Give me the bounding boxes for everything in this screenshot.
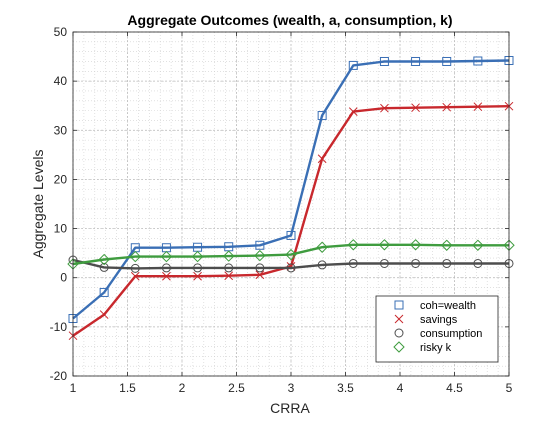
legend-label-coh-wealth: coh=wealth	[420, 300, 476, 312]
data-point-consumption	[317, 260, 327, 270]
legend-label-consumption: consumption	[420, 328, 482, 340]
y-tick-label: 40	[54, 74, 68, 88]
data-point-risky-k	[347, 239, 359, 251]
data-point-savings-stroke	[224, 271, 234, 281]
data-point-consumption	[224, 263, 234, 273]
data-point-risky-k	[191, 250, 204, 263]
data-point-savings-stroke	[442, 102, 452, 112]
data-point-savings-stroke	[193, 271, 202, 281]
data-point-risky-k	[409, 239, 422, 251]
data-point-consumption	[348, 258, 358, 268]
x-axis-label: CRRA	[270, 400, 310, 416]
data-point-savings	[473, 102, 483, 112]
series-line-consumption	[72, 258, 509, 270]
data-point-savings	[442, 102, 452, 112]
data-point-coh-wealth	[255, 240, 265, 250]
chart-title: Aggregate Outcomes (wealth, a, consumpti…	[127, 12, 452, 28]
data-point-savings-stroke	[317, 154, 327, 164]
legend-marker-coh-wealth	[394, 300, 404, 310]
legend-items: coh=wealth savings consumption risky k	[393, 300, 482, 354]
data-point-coh-wealth	[473, 56, 483, 66]
x-tick-label: 3.5	[337, 381, 354, 395]
data-point-savings-stroke	[255, 270, 265, 280]
y-tick-label: 10	[54, 222, 68, 236]
axes-layer: 1 1.5 2 2.5 3 3.5 4 4.5 5 -20 -10 0 10 20 30 40 50	[50, 25, 513, 395]
data-point-coh-wealth	[442, 56, 452, 66]
x-tick-label: 2.5	[228, 381, 245, 395]
data-point-consumption	[411, 258, 421, 268]
data-point-risky-k	[160, 250, 173, 263]
data-point-consumption	[255, 263, 265, 273]
data-point-savings	[411, 103, 420, 113]
data-point-consumption	[473, 258, 483, 268]
data-point-coh-wealth	[411, 56, 421, 66]
data-point-savings	[380, 103, 389, 113]
data-point-coh-wealth	[379, 56, 389, 66]
data-point-risky-k	[98, 253, 110, 266]
data-point-coh-wealth	[348, 60, 358, 70]
legend-box	[375, 295, 499, 363]
data-point-savings-stroke	[380, 103, 389, 113]
data-point-savings-stroke	[130, 271, 140, 281]
data-point-consumption	[379, 258, 389, 268]
x-tick-label: 4.5	[446, 381, 463, 395]
legend-marker-savings-stroke	[394, 314, 404, 324]
x-tick-label: 1	[70, 381, 77, 395]
data-point-coh-wealth	[99, 287, 109, 297]
data-point-savings	[99, 310, 109, 319]
x-tick-label: 1.5	[119, 381, 136, 395]
legend-marker-risky-k	[393, 341, 405, 353]
series-line-risky-k	[72, 243, 509, 266]
data-point-consumption	[193, 263, 203, 273]
y-axis-label: Aggregate Levels	[30, 150, 46, 259]
data-point-savings	[317, 154, 327, 164]
x-tick-label: 2	[179, 381, 186, 395]
data-point-consumption	[161, 263, 171, 273]
y-tick-label: -10	[50, 320, 68, 334]
legend: coh=wealth savings consumption risky k	[375, 295, 499, 363]
data-point-risky-k	[472, 239, 484, 251]
data-point-savings-stroke	[162, 271, 171, 281]
data-point-savings-stroke	[473, 102, 483, 112]
y-tick-label: 0	[60, 271, 67, 285]
y-tick-label: 50	[54, 25, 68, 39]
legend-marker-consumption	[394, 328, 404, 338]
data-point-risky-k	[285, 248, 297, 261]
data-point-consumption	[442, 258, 452, 268]
data-point-coh-wealth	[286, 230, 296, 240]
data-point-risky-k	[254, 249, 266, 262]
data-point-savings-stroke	[348, 107, 358, 116]
data-point-consumption	[99, 262, 109, 272]
legend-label-risky-k: risky k	[420, 342, 452, 354]
data-point-consumption	[130, 263, 140, 273]
data-point-risky-k	[441, 239, 453, 251]
data-point-savings	[193, 271, 202, 281]
data-point-savings	[130, 271, 140, 281]
x-tick-label: 3	[288, 381, 295, 395]
data-point-coh-wealth	[317, 111, 327, 121]
data-point-risky-k	[316, 241, 328, 253]
data-point-savings	[162, 271, 171, 281]
data-point-savings	[224, 271, 234, 281]
legend-label-savings: savings	[420, 314, 458, 326]
series-risky-k	[67, 239, 515, 270]
data-point-savings	[348, 107, 358, 116]
y-tick-label: 30	[54, 123, 68, 137]
data-point-consumption	[286, 263, 296, 273]
legend-marker-savings	[394, 314, 404, 324]
data-point-risky-k	[378, 239, 391, 251]
data-point-savings-stroke	[99, 310, 109, 319]
series-line-coh-wealth	[72, 59, 510, 320]
series-layer	[67, 56, 515, 341]
data-point-risky-k	[129, 250, 141, 263]
data-point-savings	[255, 270, 265, 280]
y-tick-label: -20	[50, 369, 68, 383]
x-tick-label: 5	[506, 381, 513, 395]
data-point-savings-stroke	[411, 103, 420, 113]
x-tick-label: 4	[397, 381, 404, 395]
data-point-risky-k	[223, 250, 235, 262]
y-tick-label: 20	[54, 172, 68, 186]
